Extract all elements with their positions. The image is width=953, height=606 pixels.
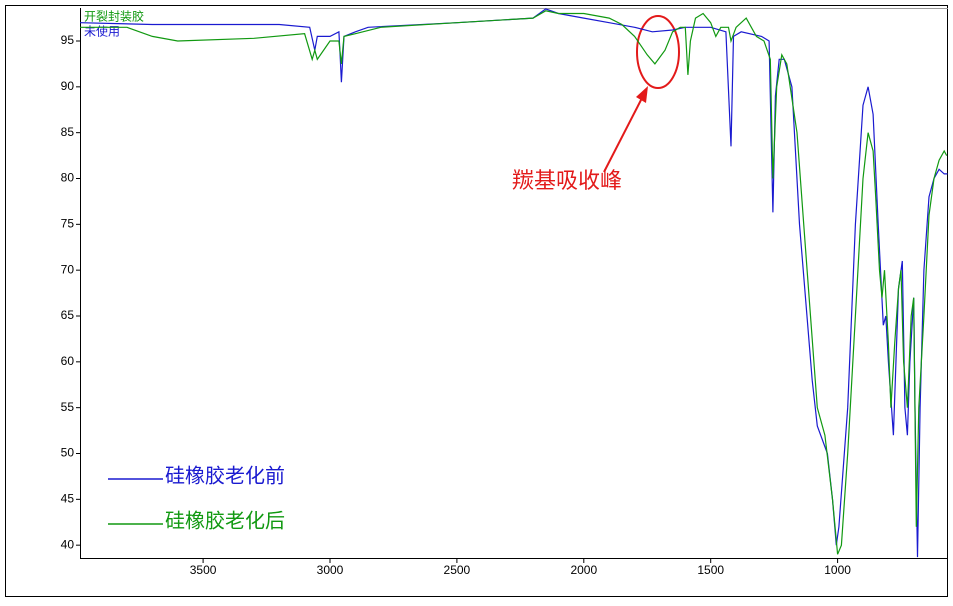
y-tick-label: 65 (61, 308, 75, 322)
y-tick-label: 55 (61, 400, 75, 414)
arrow (603, 97, 643, 173)
x-tick-label: 2500 (444, 563, 471, 577)
frame (5, 5, 948, 597)
spectrum-line (80, 10, 948, 555)
y-tick-label: 45 (61, 492, 75, 506)
corner-label: 未使用 (84, 24, 120, 39)
highlight-ellipse (636, 15, 680, 89)
y-tick-label: 85 (61, 125, 75, 139)
legend-label: 硅橡胶老化后 (165, 509, 285, 533)
x-tick-label: 1000 (824, 563, 851, 577)
arrow-head (636, 86, 648, 103)
x-tick-label: 2000 (570, 563, 597, 577)
y-tick-label: 70 (61, 262, 75, 276)
x-tick-label: 3000 (317, 563, 344, 577)
legend-label: 硅橡胶老化前 (165, 464, 285, 488)
y-tick-label: 90 (61, 79, 75, 93)
y-tick-label: 50 (61, 446, 75, 460)
y-tick-label: 75 (61, 217, 75, 231)
annotation: 羰基吸收峰 (512, 169, 622, 194)
corner-label: 开裂封装胶 (84, 9, 144, 24)
y-tick-label: 60 (61, 354, 75, 368)
x-tick-label: 1500 (697, 563, 724, 577)
y-tick-label: 40 (61, 537, 75, 551)
y-tick-label: 80 (61, 171, 75, 185)
y-tick-label: 95 (61, 33, 75, 47)
x-tick-label: 3500 (190, 563, 217, 577)
